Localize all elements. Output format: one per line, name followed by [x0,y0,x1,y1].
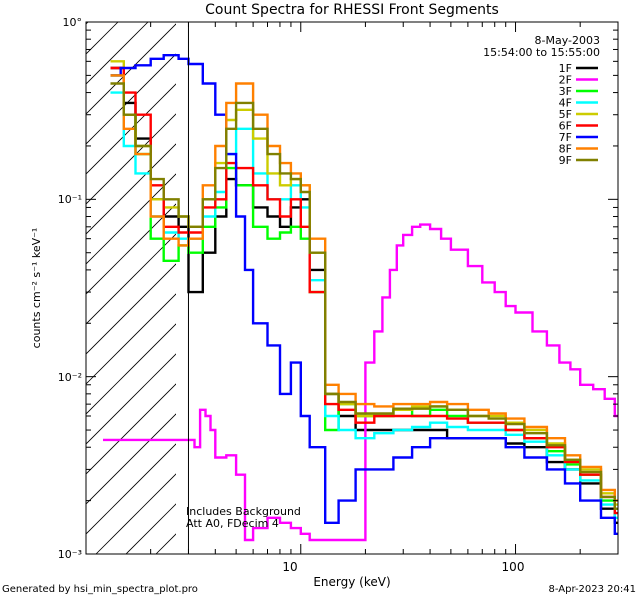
hatch-line [86,443,176,535]
chart-title: Count Spectra for RHESSI Front Segments [205,2,499,18]
hatch-line [0,22,58,554]
axis-ticks [85,21,619,555]
series-line-4f [110,91,618,519]
plot-frame [85,21,619,555]
hatch-line [86,23,176,115]
legend-label-1f: 1F [559,62,572,75]
hatch-line [86,413,176,505]
date-annotation: 8-May-2003 [535,34,600,47]
footer-generator: Generated by hsi_min_spectra_plot.pro [2,584,198,595]
attenuator-note: Att A0, FDecim 4 [186,517,279,530]
y-tick-label: 10⁻¹ [58,193,82,206]
y-tick-label: 10° [63,16,83,29]
series-line-1f [110,66,618,524]
series-layer [103,54,618,542]
legend-label-3f: 3F [559,85,572,98]
series-line-2f [103,223,618,542]
y-axis-label: counts cm⁻² s⁻¹ keV⁻¹ [30,228,43,349]
y-tick-label: 10⁻³ [58,548,82,561]
hatch-line [86,53,176,145]
series-line-7f [110,54,618,535]
y-tick-label: 10⁻² [58,371,82,384]
series-line-6f [110,66,618,515]
legend-label-8f: 8F [559,143,572,156]
background-note: Includes Background [186,505,301,518]
series-line-3f [110,74,618,510]
footer-timestamp: 8-Apr-2023 20:41 [548,584,636,595]
time-range-annotation: 15:54:00 to 15:55:00 [483,46,600,59]
hatch-line [86,203,176,295]
legend-label-2f: 2F [559,74,572,87]
hatch-line [86,83,176,175]
legend-label-7f: 7F [559,131,572,144]
legend-label-9f: 9F [559,154,572,167]
series-line-9f [110,82,618,510]
hatch-line [86,263,176,355]
hatch-line [86,293,176,385]
x-axis-label: Energy (keV) [313,575,390,589]
legend-label-5f: 5F [559,108,572,121]
hatch-line [86,233,176,325]
hatch-line [95,473,176,554]
legend-label-4f: 4F [559,97,572,110]
x-tick-label: 10 [282,560,297,574]
hatch-line [86,383,176,475]
hatch-line [86,22,119,55]
excluded-energy-hatch [0,22,176,554]
hatch-line [86,22,89,25]
x-tick-label: 100 [502,560,525,574]
legend-label-6f: 6F [559,120,572,133]
series-line-8f [110,74,618,502]
hatch-line [86,173,176,265]
